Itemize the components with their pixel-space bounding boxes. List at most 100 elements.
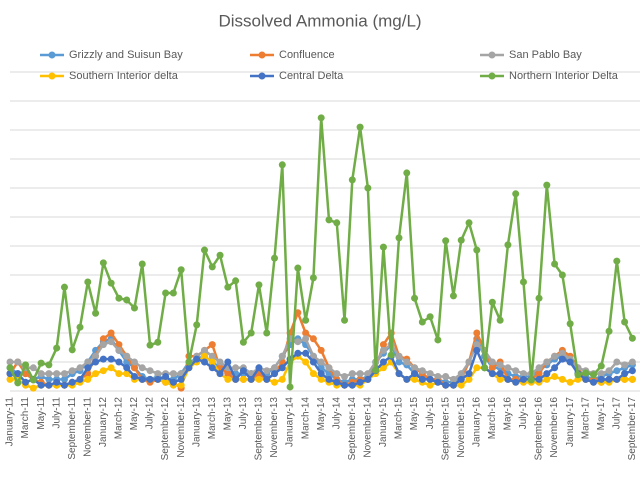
- data-point: [535, 370, 543, 378]
- data-point: [162, 378, 170, 386]
- data-point: [543, 370, 551, 378]
- data-point: [208, 263, 216, 271]
- data-point: [154, 338, 162, 346]
- data-point: [309, 335, 317, 343]
- data-point: [177, 266, 185, 274]
- data-point: [473, 246, 481, 254]
- data-point: [45, 381, 53, 389]
- data-point: [22, 361, 30, 369]
- data-point: [496, 370, 504, 378]
- data-point: [294, 264, 302, 272]
- data-point: [356, 370, 364, 378]
- data-point: [442, 237, 450, 245]
- data-point: [53, 344, 61, 352]
- data-point: [29, 376, 37, 384]
- data-point: [512, 378, 520, 386]
- data-point: [92, 370, 100, 378]
- data-point: [45, 370, 53, 378]
- data-point: [14, 370, 22, 378]
- data-point: [605, 327, 613, 335]
- data-point: [535, 294, 543, 302]
- data-point: [628, 358, 636, 366]
- data-point: [169, 378, 177, 386]
- data-point: [426, 370, 434, 378]
- data-point: [426, 381, 434, 389]
- legend-marker: [488, 51, 496, 59]
- data-point: [379, 358, 387, 366]
- data-point: [201, 346, 208, 354]
- data-point: [341, 373, 349, 380]
- data-point: [356, 378, 364, 386]
- data-point: [488, 358, 496, 366]
- x-tick-label: July-15: [425, 397, 436, 430]
- data-point: [99, 341, 107, 349]
- x-tick-label: March-13: [207, 397, 218, 440]
- data-point: [255, 281, 263, 289]
- data-point: [53, 378, 61, 386]
- x-tick-label: July-14: [331, 397, 342, 430]
- data-point: [356, 123, 364, 131]
- data-point: [372, 366, 380, 374]
- data-point: [551, 373, 559, 380]
- data-point: [84, 364, 92, 372]
- data-point: [107, 355, 115, 363]
- data-point: [224, 370, 232, 378]
- data-point: [201, 352, 208, 360]
- data-point: [216, 358, 224, 366]
- data-point: [302, 316, 310, 324]
- data-point: [535, 375, 543, 383]
- data-point: [364, 184, 372, 192]
- data-point: [621, 361, 629, 369]
- data-point: [76, 364, 84, 372]
- data-point: [551, 352, 559, 360]
- data-point: [302, 335, 310, 343]
- data-point: [621, 370, 629, 378]
- data-point: [341, 381, 349, 389]
- x-tick-label: November-15: [456, 397, 467, 458]
- data-point: [255, 364, 263, 372]
- data-point: [543, 181, 551, 189]
- data-point: [177, 381, 185, 389]
- legend-label: Central Delta: [279, 70, 344, 82]
- data-point: [130, 304, 138, 312]
- data-point: [37, 381, 45, 389]
- legend-label: Confluence: [279, 49, 335, 61]
- data-point: [115, 346, 123, 354]
- data-point: [597, 370, 605, 378]
- data-point: [605, 367, 613, 375]
- data-point: [519, 278, 527, 286]
- data-point: [216, 370, 224, 378]
- data-point: [566, 378, 574, 386]
- data-point: [208, 352, 216, 360]
- data-point: [473, 329, 481, 337]
- data-point: [263, 367, 271, 375]
- data-point: [99, 367, 107, 375]
- data-point: [146, 341, 154, 349]
- legend-marker: [488, 72, 496, 80]
- data-point: [60, 375, 68, 383]
- x-tick-label: July-16: [518, 397, 529, 430]
- data-point: [317, 114, 325, 122]
- data-point: [107, 329, 115, 337]
- data-point: [558, 375, 566, 383]
- data-point: [590, 378, 597, 386]
- data-point: [115, 341, 123, 349]
- data-point: [325, 364, 333, 372]
- x-tick-label: May-11: [36, 397, 47, 430]
- data-point: [628, 367, 636, 375]
- data-point: [411, 364, 419, 372]
- data-point: [395, 352, 403, 360]
- data-point: [60, 283, 68, 291]
- x-tick-label: September-15: [440, 397, 451, 461]
- data-point: [333, 370, 341, 378]
- data-point: [22, 378, 30, 386]
- data-point: [481, 364, 489, 372]
- legend-marker: [48, 72, 56, 80]
- data-point: [138, 260, 146, 268]
- data-point: [496, 361, 504, 369]
- x-tick-label: January-12: [98, 397, 109, 447]
- x-tick-label: July-12: [145, 397, 156, 430]
- data-point: [278, 375, 286, 383]
- data-point: [496, 375, 504, 383]
- data-point: [434, 373, 442, 380]
